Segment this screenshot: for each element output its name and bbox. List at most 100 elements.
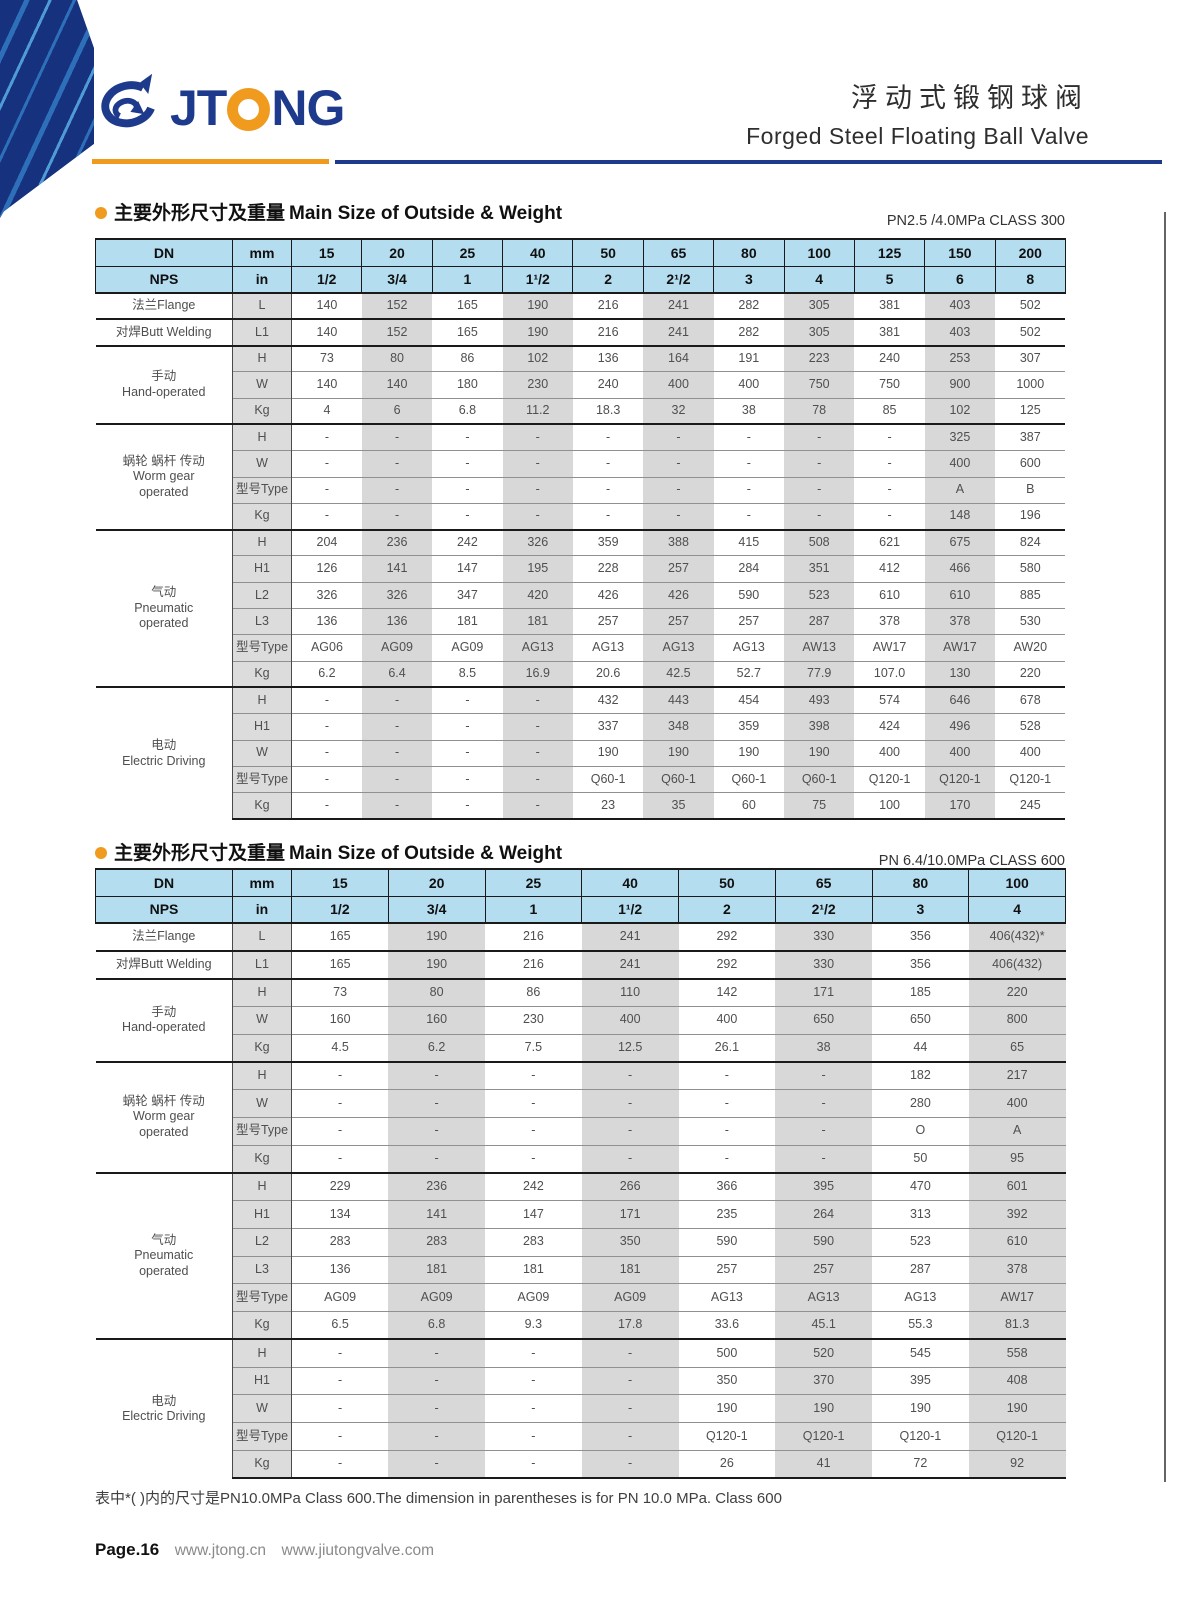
table-cell: 6.5 [291, 1311, 389, 1340]
table-cell: 11.2 [502, 397, 573, 425]
table-cell: 216 [572, 318, 644, 346]
table-cell: 55.3 [872, 1311, 969, 1340]
table-cell: AW13 [784, 634, 855, 662]
table-cell: 400 [995, 739, 1066, 767]
table-header-cell: 3 [713, 265, 785, 294]
table-cell: 170 [924, 792, 996, 820]
table-cell: 356 [872, 922, 969, 951]
table-cell: 280 [872, 1089, 969, 1118]
table-header-cell: 65 [642, 238, 715, 267]
table-cell: 257 [643, 608, 714, 635]
table-cell: 18.3 [572, 397, 644, 425]
table-cell: 6.2 [291, 660, 362, 688]
table-cell: - [581, 1422, 679, 1451]
table-cell: AG13 [713, 634, 785, 662]
row-param-label: Kg [232, 502, 292, 530]
table-header-cell: 2 [678, 895, 776, 924]
table-cell: 85 [854, 397, 925, 425]
table-cell: 16.9 [502, 660, 573, 688]
table-cell: 181 [388, 1255, 485, 1284]
table-cell: 141 [361, 555, 433, 583]
row-param-label: L1 [232, 949, 292, 979]
table-cell: 190 [968, 1394, 1066, 1423]
table-cell: 885 [995, 581, 1066, 609]
table-cell: 292 [678, 949, 776, 979]
table-cell: - [502, 476, 573, 504]
table-cell: 432 [572, 686, 644, 714]
table-cell: 359 [713, 713, 785, 741]
table-cell: 378 [924, 608, 996, 635]
table-header-cell: 6 [924, 265, 996, 294]
table-cell: - [678, 1144, 776, 1173]
row-param-label: 型号Type [232, 634, 292, 662]
table-cell: 136 [291, 608, 362, 635]
brand-logo: JT NG [92, 68, 345, 148]
table-cell: 190 [572, 739, 644, 767]
table-cell: 257 [572, 608, 644, 635]
table-cell: Q120-1 [854, 765, 925, 793]
brand-text-left: JT [170, 80, 227, 136]
table-header-cell: 2¹/2 [642, 265, 715, 294]
table-cell: - [581, 1338, 679, 1367]
table-cell: - [581, 1449, 679, 1479]
table-cell: - [572, 450, 644, 478]
table-cell: - [361, 713, 433, 741]
table-cell: 403 [924, 318, 996, 346]
table-header-cell: DN [95, 238, 233, 267]
table-cell: 366 [678, 1171, 776, 1201]
table-cell: 426 [572, 581, 644, 609]
table-cell: 171 [775, 977, 872, 1007]
row-param-label: H [232, 1060, 292, 1090]
table-cell: 601 [968, 1171, 1066, 1201]
table-cell: 86 [485, 977, 582, 1007]
row-group-label: 手动 Hand-operated [95, 344, 233, 425]
table-cell: 287 [872, 1255, 969, 1284]
table-cell: 337 [572, 713, 644, 741]
table-cell: AW20 [995, 634, 1066, 662]
table-cell: 350 [678, 1366, 776, 1395]
row-param-label: Kg [232, 1311, 292, 1340]
table-cell: AG13 [572, 634, 644, 662]
table-cell: 590 [678, 1227, 776, 1256]
table-cell: 678 [995, 686, 1066, 714]
table-cell: 195 [502, 555, 573, 583]
table-cell: 33.6 [678, 1311, 776, 1340]
table-cell: 73 [291, 977, 389, 1007]
table-cell: 190 [678, 1394, 776, 1423]
table-cell: - [713, 450, 785, 478]
table-cell: 230 [502, 371, 573, 399]
table-cell: 165 [291, 922, 389, 951]
table-header-cell: 20 [361, 238, 433, 267]
table-cell: 80 [388, 977, 485, 1007]
table-cell: - [581, 1089, 679, 1118]
table-cell: - [485, 1060, 582, 1090]
table-cell: - [361, 792, 433, 820]
table-cell: 400 [924, 739, 996, 767]
table-header-cell: 4 [783, 265, 855, 294]
table-cell: 38 [775, 1033, 872, 1062]
table-cell: - [361, 476, 433, 504]
table-cell: 216 [485, 949, 582, 979]
table-cell: 257 [643, 555, 714, 583]
table-cell: AW17 [924, 634, 996, 662]
row-param-label: H [232, 686, 292, 714]
table-header-cell: 20 [387, 868, 486, 897]
table-cell: 395 [775, 1171, 872, 1201]
table-cell: - [502, 713, 573, 741]
row-group-label: 蜗轮 蜗杆 传动 Worm gear operated [95, 1060, 233, 1173]
page-footer: Page.16 www.jtong.cn www.jiutongvalve.co… [95, 1540, 434, 1560]
table-cell: A [968, 1116, 1066, 1145]
table-cell: 403 [924, 291, 996, 320]
table-cell: 152 [361, 318, 433, 346]
table-header-cell: 80 [871, 868, 970, 897]
row-param-label: H1 [232, 1200, 292, 1229]
table-cell: 235 [678, 1200, 776, 1229]
table-cell: 351 [784, 555, 855, 583]
table-cell: 242 [432, 528, 503, 556]
table-cell: 283 [485, 1227, 582, 1256]
table-cell: 558 [968, 1338, 1066, 1367]
table-cell: 523 [784, 581, 855, 609]
table-cell: 42.5 [643, 660, 714, 688]
table-cell: O [872, 1116, 969, 1145]
